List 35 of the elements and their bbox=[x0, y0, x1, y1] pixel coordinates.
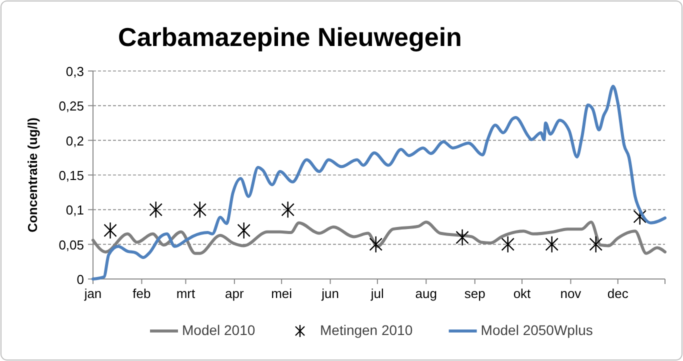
y-tick-label: 0 bbox=[76, 272, 84, 287]
chart-title: Carbamazepine Nieuwegein bbox=[118, 22, 462, 52]
x-tick-label: jun bbox=[320, 286, 339, 301]
point bbox=[501, 236, 514, 253]
x-tick-label: sep bbox=[464, 286, 486, 301]
point bbox=[633, 208, 646, 226]
legend-label: Model 2010 bbox=[182, 322, 256, 338]
x-tick-label: feb bbox=[132, 286, 151, 301]
y-tick-label: 0,3 bbox=[66, 64, 84, 79]
x-tick-label: nov bbox=[560, 286, 582, 301]
y-tick-label: 0,1 bbox=[66, 202, 84, 218]
y-tick-label: 0,05 bbox=[58, 237, 84, 252]
point bbox=[193, 201, 206, 218]
x-tick-label: apr bbox=[225, 286, 244, 301]
x-tick-label: jul bbox=[370, 286, 384, 301]
point bbox=[545, 236, 558, 253]
x-tick-label: mrt bbox=[176, 286, 196, 301]
point bbox=[589, 236, 602, 253]
point bbox=[456, 228, 469, 246]
point bbox=[281, 201, 294, 218]
x-tick-label: aug bbox=[415, 286, 437, 301]
x-tick-label: mei bbox=[271, 286, 292, 301]
point bbox=[104, 222, 117, 240]
point bbox=[237, 222, 250, 240]
point bbox=[369, 236, 382, 253]
y-axis-title: Concentratie (ug/l) bbox=[25, 118, 40, 232]
legend-label: Metingen 2010 bbox=[320, 322, 413, 338]
point bbox=[149, 201, 162, 218]
x-tick-label: jan bbox=[83, 286, 102, 301]
y-tick-label: 0,25 bbox=[58, 98, 84, 114]
y-tick-label: 0,2 bbox=[66, 133, 84, 148]
x-tick-label: okt bbox=[513, 286, 532, 301]
legend-label: Model 2050Wplus bbox=[480, 322, 593, 338]
x-tick-label: dec bbox=[607, 286, 629, 301]
y-tick-label: 0,15 bbox=[58, 168, 84, 183]
